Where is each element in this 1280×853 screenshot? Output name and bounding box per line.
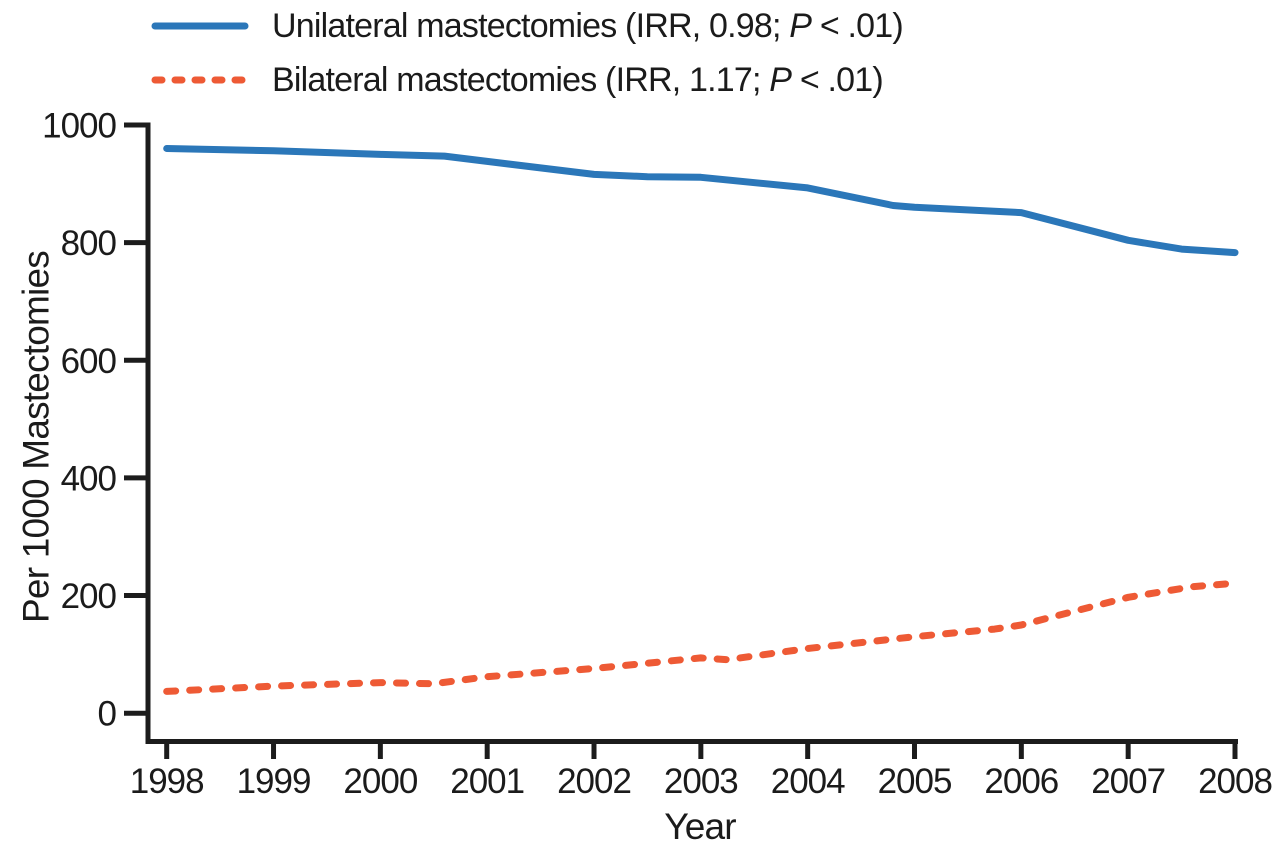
bilateral-dashed-line-swatch [151,76,250,84]
legend-text: < .01) [791,61,884,99]
p-value-italic: P [789,7,812,45]
chart-legend: Unilateral mastectomies (IRR, 0.98; P < … [150,4,904,112]
legend-text: Bilateral mastectomies (IRR, 1.17; [272,61,770,99]
legend-text: Unilateral mastectomies (IRR, 0.98; [272,7,790,45]
x-axis-title: Year [664,806,736,847]
x-tick-label: 1998 [130,762,204,801]
legend-item-bilateral: Bilateral mastectomies (IRR, 1.17; P < .… [150,58,903,102]
legend-text: < .01) [811,7,904,45]
y-axis-title: Per 1000 Mastectomies [15,251,57,623]
x-tick-label: 1999 [237,762,311,801]
y-tick-label: 200 [61,577,117,616]
y-tick-label: 0 [98,695,117,734]
y-tick-label: 1000 [42,106,116,145]
legend-label-unilateral: Unilateral mastectomies (IRR, 0.98; P < … [272,7,904,45]
x-tick-label: 2003 [664,762,738,801]
x-tick-label: 2000 [343,762,417,801]
p-value-italic: P [769,61,792,99]
x-tick-label: 2005 [878,762,952,801]
x-tick-label: 2004 [771,762,845,801]
x-tick-label: 2007 [1091,762,1165,801]
y-tick-label: 400 [61,459,117,498]
x-tick-label: 2008 [1198,762,1272,801]
y-tick-label: 800 [61,224,117,263]
legend-item-unilateral: Unilateral mastectomies (IRR, 0.98; P < … [150,4,904,48]
unilateral-solid-line-swatch [151,22,249,30]
x-tick-label: 2002 [557,762,631,801]
series-line-unilateral [163,145,1239,257]
series-line-bilateral [163,579,1239,695]
y-tick-label: 600 [61,342,117,381]
legend-label-bilateral: Bilateral mastectomies (IRR, 1.17; P < .… [272,61,884,99]
x-tick-label: 2001 [450,762,524,801]
x-tick-label: 2006 [984,762,1058,801]
